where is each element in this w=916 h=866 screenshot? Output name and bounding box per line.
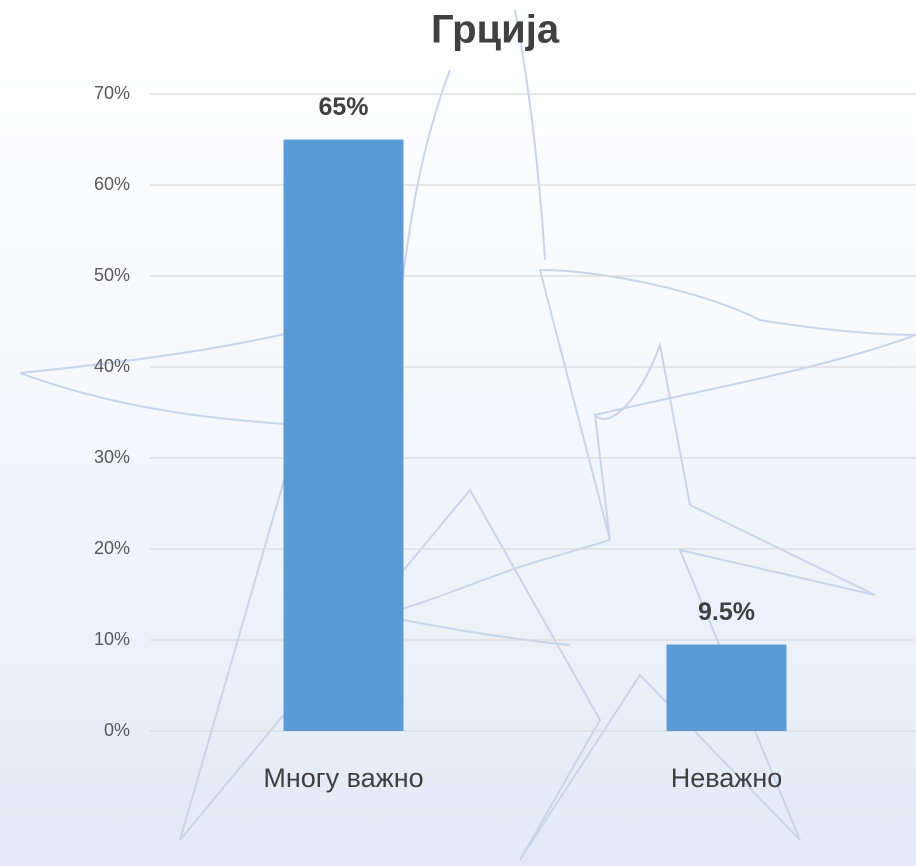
x-tick-label: Неважно bbox=[671, 763, 783, 793]
y-tick-label: 0% bbox=[104, 720, 130, 740]
y-tick-label: 70% bbox=[94, 83, 130, 103]
y-tick-label: 10% bbox=[94, 629, 130, 649]
bar bbox=[283, 139, 404, 731]
y-tick-label: 60% bbox=[94, 174, 130, 194]
y-tick-label: 50% bbox=[94, 265, 130, 285]
y-tick-label: 40% bbox=[94, 356, 130, 376]
bar bbox=[666, 644, 787, 731]
y-tick-label: 30% bbox=[94, 447, 130, 467]
x-tick-label: Многу важно bbox=[263, 763, 423, 793]
data-label: 65% bbox=[318, 93, 368, 121]
data-label: 9.5% bbox=[698, 598, 755, 626]
chart-title: Грција bbox=[431, 8, 560, 52]
y-tick-label: 20% bbox=[94, 538, 130, 558]
